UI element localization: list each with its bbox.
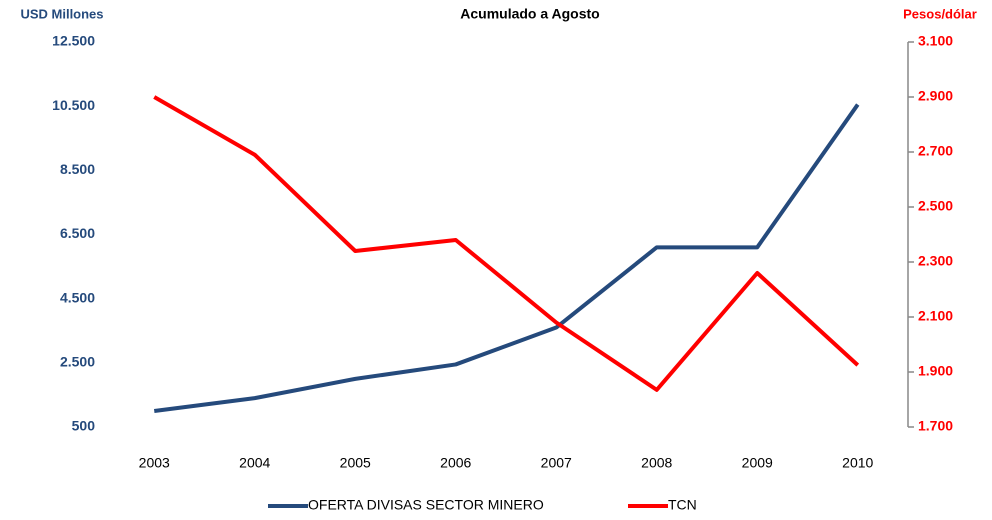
x-tick-label: 2003 — [139, 455, 170, 471]
x-tick-label: 2009 — [742, 455, 773, 471]
y-tick-label: 12.500 — [52, 33, 95, 49]
y2-tick-label: 1.700 — [918, 418, 953, 434]
x-tick-label: 2008 — [641, 455, 672, 471]
y-tick-label: 2.500 — [60, 354, 95, 370]
chart-title: Acumulado a Agosto — [460, 6, 600, 22]
x-tick-label: 2005 — [340, 455, 371, 471]
legend-label: OFERTA DIVISAS SECTOR MINERO — [308, 497, 544, 513]
y2-axis-label: Pesos/dólar — [903, 6, 977, 21]
y2-tick-label: 2.500 — [918, 198, 953, 214]
y2-tick-label: 2.300 — [918, 253, 953, 269]
series-line — [153, 103, 860, 413]
y-axis-label: USD Millones — [20, 6, 103, 21]
x-tick-label: 2010 — [842, 455, 873, 471]
y-tick-label: 6.500 — [60, 225, 95, 241]
y-tick-label: 8.500 — [60, 161, 95, 177]
y2-tick-label: 2.100 — [918, 308, 953, 324]
x-tick-label: 2007 — [541, 455, 572, 471]
x-tick-label: 2006 — [440, 455, 471, 471]
y-tick-label: 10.500 — [52, 97, 95, 113]
series-line — [153, 95, 860, 392]
x-tick-label: 2004 — [239, 455, 270, 471]
y2-tick-label: 2.700 — [918, 143, 953, 159]
y2-tick-label: 1.900 — [918, 363, 953, 379]
y2-tick-label: 2.900 — [918, 88, 953, 104]
y-tick-label: 500 — [72, 418, 96, 434]
y2-tick-label: 3.100 — [918, 33, 953, 49]
y-tick-label: 4.500 — [60, 289, 95, 305]
legend-label: TCN — [668, 497, 697, 513]
